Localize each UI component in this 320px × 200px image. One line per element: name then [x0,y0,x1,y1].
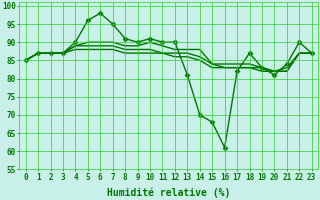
X-axis label: Humidité relative (%): Humidité relative (%) [107,187,230,198]
